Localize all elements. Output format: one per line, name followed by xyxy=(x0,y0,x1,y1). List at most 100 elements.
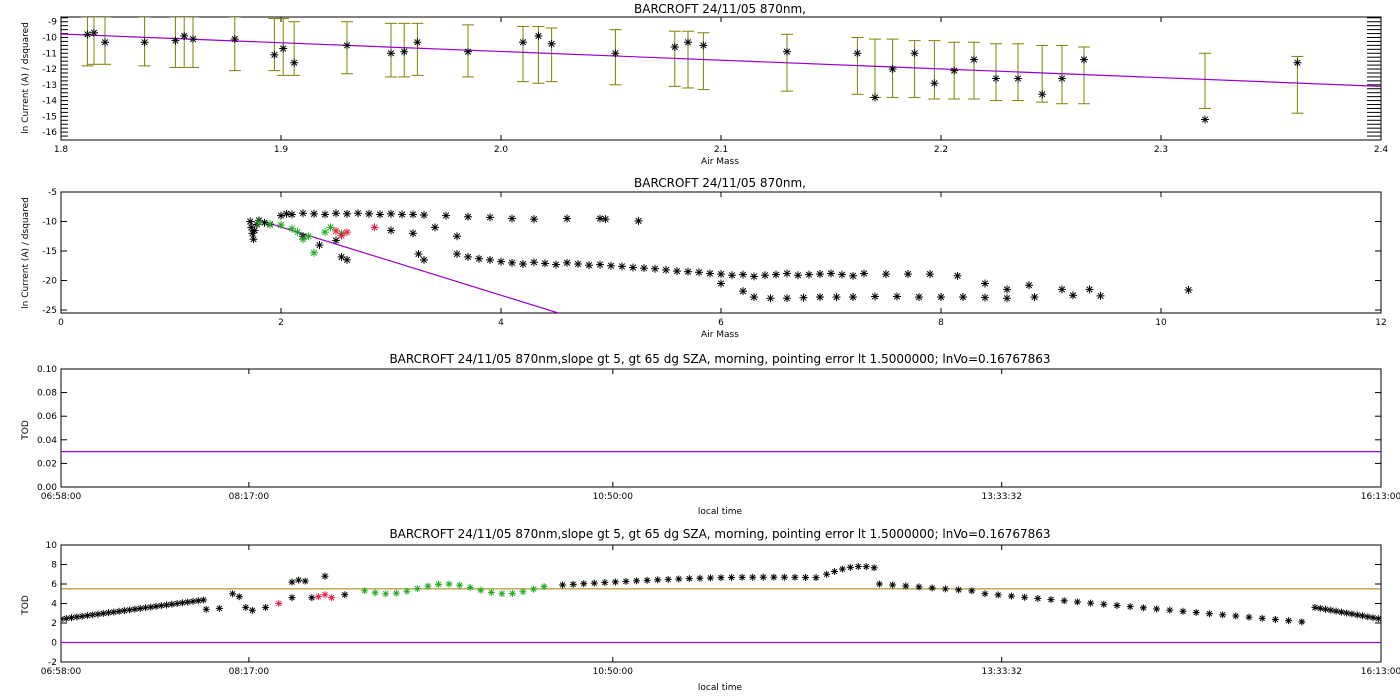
panel4-point-black-stroke xyxy=(781,574,788,581)
panel2-point-black xyxy=(563,258,571,267)
panel2-point-black-stroke xyxy=(508,215,516,222)
panel1-point xyxy=(1293,58,1302,67)
panel2-point-red-stroke xyxy=(343,228,351,236)
panel4-point-green xyxy=(435,580,443,588)
panel2-point-black-stroke xyxy=(706,270,714,277)
panel4-point-black-stroke xyxy=(1375,615,1381,622)
panel2-point-black xyxy=(246,217,255,226)
panel4-xtick-label: 08:17:00 xyxy=(229,667,270,677)
panel4-point-black xyxy=(288,594,296,602)
panel2-point-black xyxy=(552,260,560,269)
panel4-point-black xyxy=(131,605,139,613)
panel2-point-black xyxy=(684,267,692,276)
panel4-point-black-stroke xyxy=(249,607,256,614)
panel4-point-black xyxy=(1166,606,1174,614)
panel2-point-black-stroke xyxy=(415,250,422,258)
panel4-point-black-stroke xyxy=(863,563,870,570)
panel4-point-black xyxy=(301,577,309,585)
panel1-point-stroke xyxy=(343,42,351,49)
panel1-point xyxy=(400,47,409,56)
panel4-point-green xyxy=(466,583,474,591)
panel4-point-black-stroke xyxy=(1034,595,1041,602)
panel2-point-green xyxy=(266,219,274,228)
panel1-point xyxy=(343,41,351,50)
panel1-xtick-label: 1.8 xyxy=(54,145,69,155)
panel4-point-black-stroke xyxy=(203,606,210,613)
panel4-point-green xyxy=(382,590,390,598)
panel4-point-black-stroke xyxy=(322,573,328,580)
panel1-point xyxy=(547,39,556,48)
panel2-point-black xyxy=(849,271,857,280)
panel4-point-black xyxy=(78,612,86,620)
panel2-point-black-stroke xyxy=(316,241,323,249)
panel4-point-black-stroke xyxy=(242,604,249,611)
panel1-point-stroke xyxy=(291,59,298,66)
panel2-point-black xyxy=(596,214,604,223)
panel4-point-black xyxy=(184,598,192,606)
panel4-plot-frame xyxy=(60,544,1382,663)
panel4-point-black-stroke xyxy=(1272,616,1279,623)
panel4-point-black-stroke xyxy=(142,604,149,611)
panel1-point xyxy=(1201,115,1209,124)
panel1-ytick-label: -13 xyxy=(42,81,57,91)
panel4-point-black-stroke xyxy=(174,600,180,607)
panel4-point-black xyxy=(1139,604,1147,612)
panel2-point-black xyxy=(420,255,428,264)
panel4-point-black xyxy=(831,568,839,576)
panel4-point-black-stroke xyxy=(1193,609,1200,616)
panel4-point-black xyxy=(242,603,250,611)
panel1-point xyxy=(534,31,543,40)
panel4-point-black xyxy=(696,574,704,582)
panel2-ytick-label: -10 xyxy=(42,218,57,228)
panel2-point-black-stroke xyxy=(508,259,516,266)
panel2-point-red xyxy=(370,223,379,232)
panel4-point-black xyxy=(105,609,113,617)
panel1-point xyxy=(464,47,472,56)
panel2-point-black xyxy=(1184,285,1193,294)
panel1-point-stroke xyxy=(519,39,527,46)
panel4-point-black-stroke xyxy=(1343,610,1350,616)
panel4-point-black-stroke xyxy=(200,597,207,603)
panel4-point-black-stroke xyxy=(110,609,117,615)
panel1-point-stroke xyxy=(1058,75,1066,82)
panel1-fit-line xyxy=(61,33,1381,87)
panel2-point-black xyxy=(530,215,538,224)
panel1-point-stroke xyxy=(181,32,188,40)
panel4-point-black xyxy=(115,607,123,615)
panel2-point-black-stroke xyxy=(596,215,604,222)
panel1-point-stroke xyxy=(612,50,619,57)
panel1-point xyxy=(1080,55,1088,64)
panel2-point-black-stroke xyxy=(1025,282,1033,289)
panel2-point-black xyxy=(959,293,967,302)
panel2-point-black-stroke xyxy=(596,261,604,268)
panel2-xlabel: Air Mass xyxy=(701,330,739,340)
panel2-point-black xyxy=(634,216,643,225)
panel4-point-black xyxy=(654,576,662,584)
panel2-point-green xyxy=(304,232,313,241)
panel3-xtick-label: 08:17:00 xyxy=(229,492,270,502)
panel2-point-black-stroke xyxy=(684,268,692,275)
panel2-point-black xyxy=(629,263,637,272)
panel1-ytick-label: -12 xyxy=(42,65,57,75)
panel4-point-black xyxy=(685,575,693,583)
panel4-point-black xyxy=(1219,611,1227,619)
panel4-point-black xyxy=(1337,608,1345,616)
panel4-point-black xyxy=(569,580,577,588)
panel4-point-black xyxy=(189,597,197,605)
panel4-point-black xyxy=(1311,603,1319,611)
panel1-point-stroke xyxy=(548,40,555,47)
panel2-point-black-stroke xyxy=(635,217,642,225)
panel4-data xyxy=(61,563,1381,626)
panel4-point-black xyxy=(1364,613,1372,621)
panel4-point-green xyxy=(445,580,453,588)
panel2-point-black xyxy=(249,235,258,244)
panel4-point-black-stroke xyxy=(1349,611,1355,617)
panel4-point-black xyxy=(580,580,588,588)
panel2-point-black-stroke xyxy=(833,293,840,301)
panel4-point-green-stroke xyxy=(488,589,495,596)
panel1-xtick-label: 1.9 xyxy=(274,145,289,155)
panel4-point-black-stroke xyxy=(190,598,196,605)
panel2-point-red xyxy=(332,226,340,235)
panel2-point-black-stroke xyxy=(376,211,384,218)
panel2-point-red-stroke xyxy=(371,224,378,231)
